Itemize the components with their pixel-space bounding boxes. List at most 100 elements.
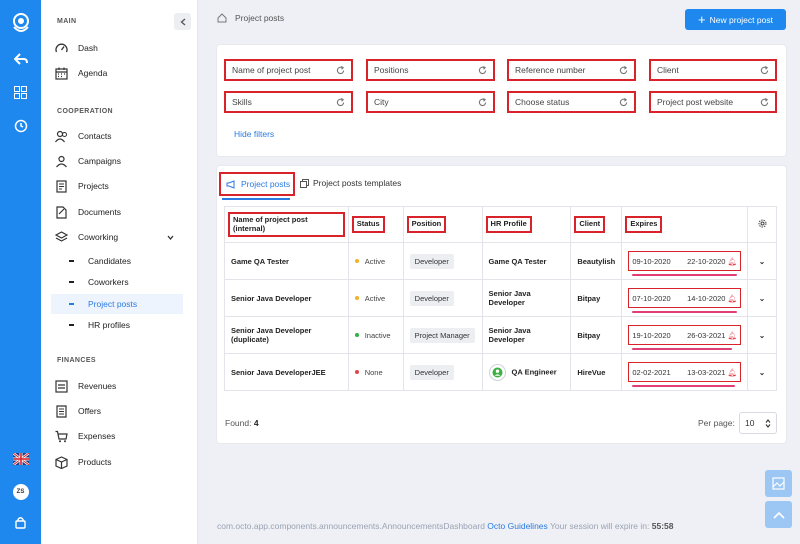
reload-icon[interactable] <box>619 65 628 75</box>
uk-flag-icon[interactable] <box>0 451 41 467</box>
table-row[interactable]: Game QA Tester Active Developer Game QA … <box>224 242 777 280</box>
reload-icon[interactable] <box>760 65 769 75</box>
reload-icon[interactable] <box>760 97 769 107</box>
chevron-down-icon: ⌄ <box>758 330 766 340</box>
table-row[interactable]: Senior Java Developer (duplicate) Inacti… <box>224 316 777 354</box>
sidebar-item-products[interactable]: Products <box>55 453 183 471</box>
cell-hr-profile[interactable]: Game QA Tester <box>481 242 572 280</box>
cell-name[interactable]: Senior Java Developer (duplicate) <box>224 316 349 354</box>
image-button[interactable] <box>765 470 792 497</box>
position-badge: Developer <box>409 253 454 269</box>
filter-reference-input[interactable]: Reference number <box>507 59 636 81</box>
cell-status: None <box>347 353 404 391</box>
expand-row-button[interactable]: ⌄ <box>747 279 777 317</box>
reload-icon[interactable] <box>478 97 487 107</box>
reload-icon[interactable] <box>336 97 345 107</box>
lock-icon[interactable] <box>0 514 41 530</box>
home-icon[interactable] <box>217 13 227 23</box>
hide-filters-link[interactable]: Hide filters <box>234 129 275 139</box>
bell-icon: 🔔︎ <box>727 367 737 377</box>
sidebar-item-revenues[interactable]: Revenues <box>55 377 183 395</box>
sidebar-item-agenda[interactable]: Agenda <box>55 64 183 82</box>
app-rail: ZS <box>0 0 41 544</box>
sidebar-subitem-candidates[interactable]: Candidates <box>51 251 183 271</box>
found-label: Found: <box>225 418 252 428</box>
expand-row-button[interactable]: ⌄ <box>747 316 777 354</box>
column-header-position[interactable]: Position <box>402 206 483 243</box>
table-row[interactable]: Senior Java Developer Active Developer S… <box>224 279 777 317</box>
filter-client-select[interactable]: Client <box>649 59 777 81</box>
per-page-value: 10 <box>745 418 755 428</box>
start-date: 02-02-2021 <box>632 367 671 377</box>
bell-icon: 🔔︎ <box>727 293 737 303</box>
hr-profile-label: QA Engineer <box>511 366 557 376</box>
grid-icon[interactable] <box>0 83 41 101</box>
session-label: Your session will expire in: <box>550 521 650 531</box>
sidebar-item-offers[interactable]: Offers <box>55 402 183 420</box>
filter-placeholder: Skills <box>232 97 252 107</box>
filter-positions-select[interactable]: Positions <box>366 59 495 81</box>
sidebar-subitem-hr-profiles[interactable]: HR profiles <box>51 315 183 335</box>
cell-hr-profile[interactable]: Senior Java Developer <box>481 279 572 317</box>
cell-status: Active <box>347 279 404 317</box>
collapse-sidebar-button[interactable] <box>174 13 191 30</box>
cell-hr-profile[interactable]: QA Engineer <box>481 353 572 391</box>
chevron-down-icon: ⌄ <box>758 256 766 266</box>
cell-name[interactable]: Senior Java Developer <box>224 279 349 317</box>
expires-progress-bar <box>632 348 732 350</box>
reload-icon[interactable] <box>478 65 487 75</box>
cell-name[interactable]: Senior Java DeveloperJEE <box>224 353 349 391</box>
expires-progress-bar <box>632 311 737 313</box>
expand-row-button[interactable]: ⌄ <box>747 353 777 391</box>
sidebar-item-label: Products <box>78 457 112 467</box>
sidebar-item-projects[interactable]: Projects <box>55 177 183 195</box>
sidebar-item-dash[interactable]: Dash <box>55 39 183 57</box>
sidebar-item-contacts[interactable]: Contacts <box>55 127 183 145</box>
column-header-hr-profile[interactable]: HR Profile <box>481 206 572 243</box>
per-page-select[interactable]: 10 <box>739 412 777 434</box>
sidebar-item-expenses[interactable]: Expenses <box>55 427 183 445</box>
scroll-top-button[interactable] <box>765 501 792 528</box>
sidebar-item-campaigns[interactable]: Campaigns <box>55 152 183 170</box>
reload-icon[interactable] <box>619 97 628 107</box>
new-project-post-button[interactable]: + New project post <box>685 9 786 30</box>
status-dot <box>354 333 359 337</box>
sidebar-item-coworking[interactable]: Coworking <box>55 228 183 246</box>
cell-name[interactable]: Game QA Tester <box>224 242 349 280</box>
logo-icon[interactable] <box>0 8 41 38</box>
column-header-client[interactable]: Client <box>570 206 623 243</box>
filter-skills-select[interactable]: Skills <box>224 91 353 113</box>
expand-row-button[interactable]: ⌄ <box>747 242 777 280</box>
sidebar-subitem-coworkers[interactable]: Coworkers <box>51 272 183 292</box>
filter-website-select[interactable]: Project post website <box>649 91 777 113</box>
status-dot <box>354 259 359 263</box>
octo-guidelines-link[interactable]: Octo Guidelines <box>487 521 548 531</box>
dash-icon <box>69 281 74 283</box>
table-row[interactable]: Senior Java DeveloperJEE None Developer … <box>224 353 777 391</box>
filter-city-select[interactable]: City <box>366 91 495 113</box>
sidebar: MAIN Dash Agenda COOPERATION Contacts Ca… <box>41 0 198 544</box>
cell-client: HireVue <box>570 353 623 391</box>
table-settings-cell[interactable] <box>747 206 777 243</box>
cell-hr-profile[interactable]: Senior Java Developer <box>481 316 572 354</box>
sidebar-item-label: Expenses <box>78 431 116 441</box>
end-date: 26-03-2021 <box>687 330 726 340</box>
column-header-status[interactable]: Status <box>347 206 404 243</box>
user-avatar[interactable]: ZS <box>0 483 41 501</box>
column-header-name[interactable]: Name of project post (internal) <box>224 206 349 243</box>
reload-icon[interactable] <box>336 65 345 75</box>
tab-project-posts[interactable]: Project posts <box>219 172 295 196</box>
cell-expires: 07-10-2020 14-10-2020 🔔︎ <box>621 279 748 317</box>
copy-icon <box>300 178 309 188</box>
timer-icon[interactable] <box>0 117 41 135</box>
tab-project-posts-templates[interactable]: Project posts templates <box>300 178 401 188</box>
found-count: Found: 4 <box>225 418 259 428</box>
status-label: Active <box>364 293 386 303</box>
tab-underline <box>222 198 290 200</box>
filter-status-select[interactable]: Choose status <box>507 91 636 113</box>
column-header-expires[interactable]: Expires <box>621 206 748 243</box>
filter-name-input[interactable]: Name of project post <box>224 59 353 81</box>
back-arrow-icon[interactable] <box>0 50 41 68</box>
sidebar-item-documents[interactable]: Documents <box>55 203 183 221</box>
sidebar-subitem-project-posts[interactable]: Project posts <box>51 294 183 314</box>
